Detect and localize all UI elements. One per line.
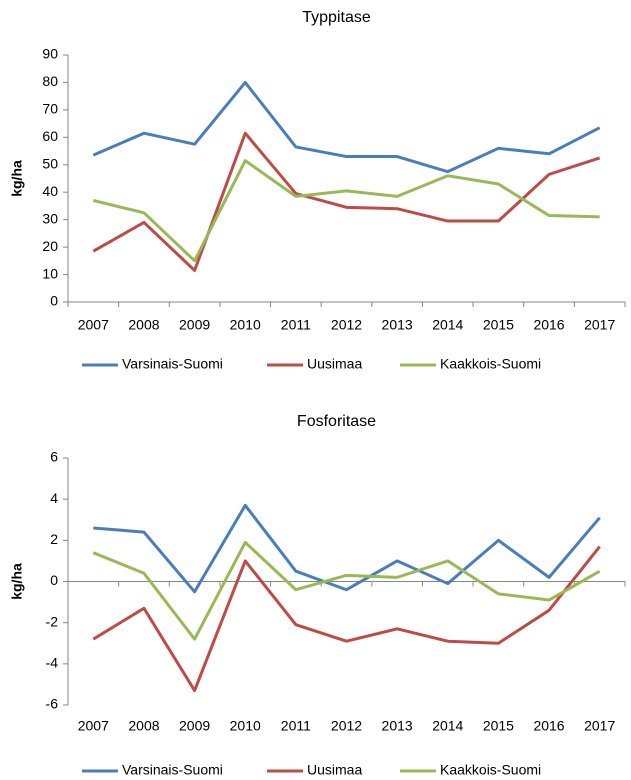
x-tick-label: 2015 [483,317,514,333]
x-tick-label: 2009 [179,718,210,734]
legend-label: Uusimaa [307,762,362,778]
y-tick-label: 50 [42,155,58,171]
x-tick-label: 2011 [281,718,311,734]
x-tick-label: 2008 [128,718,159,734]
y-tick-label: -4 [46,655,59,671]
x-tick-label: 2007 [78,317,109,333]
x-tick-label: 2015 [483,718,514,734]
series-line [92,80,601,174]
x-tick-label: 2007 [78,718,109,734]
y-tick-label: 10 [42,265,58,281]
x-tick-label: 2013 [382,718,413,734]
y-tick-label: 0 [50,572,58,588]
x-tick-label: 2013 [382,317,413,333]
y-tick-label: -2 [46,613,59,629]
y-tick-label: 80 [42,73,58,89]
y-tick-label: 70 [42,101,58,117]
chart-title: Typpitase [302,9,371,26]
legend-label: Varsinais-Suomi [122,356,223,372]
legend-label: Kaakkois-Suomi [440,762,541,778]
series-line [92,159,600,263]
y-tick-label: 4 [50,490,58,506]
chart-title: Fosforitase [297,413,376,430]
x-tick-label: 2011 [281,317,311,333]
series-line [92,131,601,272]
x-tick-label: 2014 [432,718,463,734]
x-tick-label: 2008 [128,317,159,333]
y-axis-label: kg/ha [9,563,25,600]
legend-label: Uusimaa [307,356,362,372]
y-tick-label: 40 [42,183,58,199]
x-tick-label: 2012 [331,317,362,333]
x-tick-label: 2010 [230,718,261,734]
y-tick-label: 20 [42,238,58,254]
x-tick-label: 2014 [432,317,463,333]
y-tick-label: 30 [42,210,58,226]
x-tick-label: 2017 [584,718,615,734]
series-line [92,540,601,641]
y-tick-label: 90 [42,46,58,62]
x-tick-label: 2016 [533,317,564,333]
y-tick-label: 6 [50,449,58,465]
x-tick-label: 2012 [331,718,362,734]
y-tick-label: 2 [50,531,58,547]
y-axis-label: kg/ha [9,160,25,197]
series-line [93,503,601,594]
x-tick-label: 2010 [230,317,261,333]
y-tick-label: 60 [42,128,58,144]
series-line [92,545,601,693]
x-tick-label: 2016 [533,718,564,734]
x-tick-label: 2009 [179,317,210,333]
x-tick-label: 2017 [584,317,615,333]
legend-label: Kaakkois-Suomi [440,356,541,372]
y-tick-label: 0 [50,293,58,309]
legend-label: Varsinais-Suomi [122,762,223,778]
y-tick-label: -6 [46,696,59,712]
